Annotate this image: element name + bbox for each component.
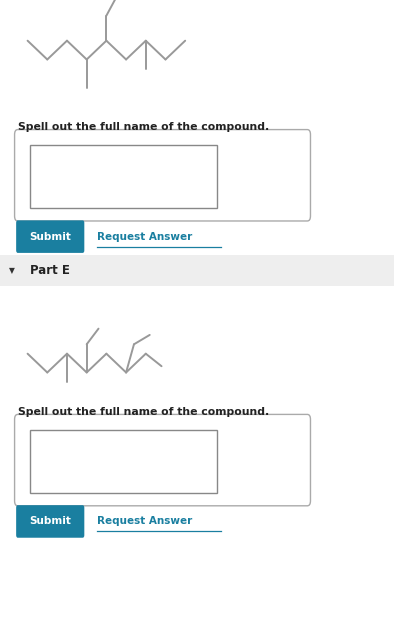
Text: Part E: Part E bbox=[30, 264, 69, 277]
FancyBboxPatch shape bbox=[30, 145, 217, 208]
FancyBboxPatch shape bbox=[30, 430, 217, 493]
Text: Spell out the full name of the compound.: Spell out the full name of the compound. bbox=[18, 122, 269, 132]
Text: Request Answer: Request Answer bbox=[97, 232, 192, 242]
Text: Submit: Submit bbox=[30, 232, 71, 242]
FancyBboxPatch shape bbox=[16, 220, 84, 253]
FancyBboxPatch shape bbox=[15, 130, 310, 221]
Text: ▼: ▼ bbox=[9, 266, 15, 275]
Text: Submit: Submit bbox=[30, 516, 71, 526]
FancyBboxPatch shape bbox=[16, 505, 84, 538]
Text: Request Answer: Request Answer bbox=[97, 516, 192, 526]
FancyBboxPatch shape bbox=[0, 255, 394, 286]
Text: Spell out the full name of the compound.: Spell out the full name of the compound. bbox=[18, 407, 269, 417]
FancyBboxPatch shape bbox=[15, 414, 310, 506]
